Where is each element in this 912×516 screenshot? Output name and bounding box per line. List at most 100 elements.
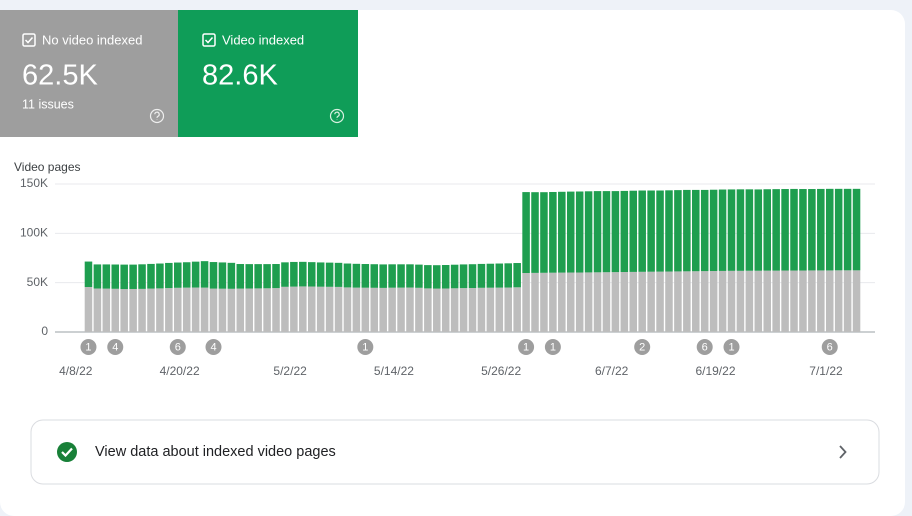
bar-segment [808,270,816,332]
card-label: No video indexed [42,32,142,47]
bar-segment [182,262,191,288]
bar-segment [531,272,539,332]
x-tick-label: 5/14/22 [374,364,414,378]
bar-segment [272,264,280,289]
bar-segment [138,288,146,332]
bar-segment [406,287,414,332]
bar-segment [316,262,325,287]
checkmark [24,36,34,44]
bar-segment [540,272,548,332]
bar-segment [718,189,727,271]
checkbox[interactable] [22,33,36,47]
help-icon[interactable] [149,108,165,124]
bar-segment [459,288,468,332]
bar-segment [674,271,682,332]
bar-segment [165,288,173,332]
bar-segment [433,288,441,332]
annotation-badge [634,339,651,355]
bar-segment [245,264,253,289]
card-no-video-indexed[interactable]: No video indexed 62.5K 11 issues [0,10,178,137]
bar-segment [111,264,120,289]
bar-segment [111,288,120,332]
bar-segment [84,287,93,332]
bar-segment [513,263,521,288]
annotation-label: 6 [827,341,833,353]
annotation[interactable]: 1 [544,339,561,355]
annotation-label: 4 [112,341,118,353]
annotation-label: 1 [550,341,556,353]
annotation[interactable]: 6 [169,339,186,355]
bar-segment [683,271,691,332]
bar-segment [263,288,271,332]
bar-segment [182,287,191,332]
link-box[interactable] [30,419,880,485]
bar-segment [781,189,789,271]
x-tick-label: 4/8/22 [59,364,93,378]
bar-segment [629,190,638,272]
annotation-badge [821,339,838,355]
y-axis-label: Video pages [14,160,81,174]
bar-segment [683,189,691,272]
bar-segment [486,263,495,288]
bar-segment [772,270,780,332]
bar-segment [495,263,504,288]
bar-segment [745,270,754,332]
card-background [0,10,178,137]
bar-segment [656,271,664,332]
x-tick-label: 4/20/22 [160,364,200,378]
annotation[interactable]: 1 [518,339,535,355]
annotation[interactable]: 1 [357,339,374,355]
annotation-badge [169,339,186,355]
card-video-indexed[interactable]: Video indexed 82.6K [178,10,358,137]
plot: 0 50K 100K 150K 4/8/22 1 4 6 4/20/22 4 5/2/22 1 5/14… [20,176,875,378]
annotation[interactable]: 6 [821,339,838,355]
annotation[interactable]: 4 [205,339,222,355]
bar-segment [629,271,638,332]
annotation[interactable]: 6 [696,339,713,355]
x-tick-label: 6/7/22 [595,364,629,378]
annotation[interactable]: 4 [107,339,124,355]
link-row[interactable]: View data about indexed video pages [30,419,880,485]
bar-segment [397,264,405,288]
bar-segment [843,270,852,332]
bar-segment [263,264,271,289]
bar-segment [799,189,807,271]
bar-segment [566,191,575,273]
annotation-badge [205,339,222,355]
link-label[interactable]: View data about indexed video pages [95,444,336,460]
bar-segment [584,191,593,273]
annotation-badge [544,339,561,355]
bar-segment [522,272,530,332]
bar-segment [817,270,825,332]
bar-segment [415,264,423,288]
bar-segment [450,264,459,289]
annotation[interactable]: 1 [80,339,97,355]
bar-segment [700,271,709,332]
bar-segment [433,265,441,289]
bar-segment [549,272,557,332]
checkbox[interactable] [202,33,216,47]
bar-segment [620,190,629,273]
x-tick-label: 5/26/22 [481,364,521,378]
bar-segment [307,286,316,332]
bar-segment [120,289,128,332]
bar-segment [531,192,539,273]
bar-segment [129,288,137,332]
bar-segment [281,286,289,332]
bar-segment [415,287,423,332]
annotation-label: 1 [728,341,734,353]
bar-segment [611,272,620,332]
bar-segment [191,261,200,288]
bar-segment [102,288,111,332]
annotation[interactable]: 2 [634,339,651,355]
bar-segment [388,287,396,332]
bar-segment [156,263,164,289]
bar-segment [165,262,173,289]
bar-segment [602,191,611,273]
annotation-badge [80,339,97,355]
help-icon[interactable] [329,108,345,124]
annotation[interactable]: 1 [723,339,740,355]
bar-segment [468,264,477,288]
bar-segment [665,190,673,272]
bar-segment [692,271,700,332]
